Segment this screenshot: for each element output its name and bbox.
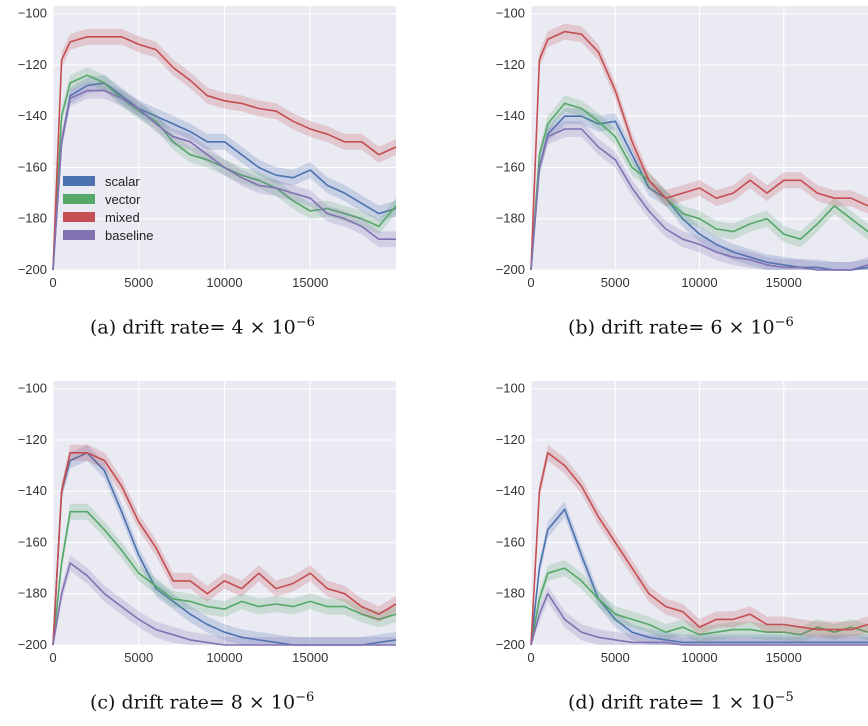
caption-a: (a) drift rate= 4 × 10−6 — [90, 315, 315, 338]
caption-d: (d) drift rate= 1 × 10−5 — [568, 690, 794, 713]
x-tick-label: 10000 — [681, 650, 717, 665]
x-tick-label: 0 — [527, 650, 534, 665]
series-line-mixed — [52, 36, 397, 271]
y-tick-label: −140 — [496, 108, 525, 123]
y-tick-label: −120 — [496, 432, 525, 447]
y-tick-label: −200 — [18, 637, 47, 652]
caption-b: (b) drift rate= 6 × 10−6 — [568, 315, 794, 338]
caption-b-value: 6 × 10 — [710, 316, 775, 339]
series-line-vector — [52, 74, 397, 271]
band-vector — [531, 95, 868, 271]
y-tick-label: −160 — [496, 534, 525, 549]
caption-a-exp: −6 — [295, 315, 315, 330]
caption-d-prefix: (d) drift rate= — [568, 691, 705, 714]
caption-d-value: 1 × 10 — [710, 691, 775, 714]
y-tick-label: −120 — [18, 57, 47, 72]
caption-c-prefix: (c) drift rate= — [90, 691, 225, 714]
legend-label-mixed: mixed — [105, 210, 140, 225]
band-baseline — [531, 585, 868, 645]
caption-c-value: 8 × 10 — [230, 691, 296, 714]
series-line-baseline — [530, 592, 868, 646]
y-tick-label: −120 — [496, 57, 525, 72]
chart-panel-b: −100 −120 −140 −160 −180 −200 0 5000 10000 15000 — [468, 0, 868, 290]
y-tick-label: −100 — [496, 381, 525, 396]
caption-a-value: 4 × 10 — [231, 316, 296, 339]
series-line-vector — [530, 567, 868, 646]
caption-b-prefix: (b) drift rate= — [568, 316, 705, 339]
x-tick-label: 5000 — [601, 650, 630, 665]
series-line-baseline — [530, 128, 868, 271]
x-tick-label: 10000 — [681, 275, 717, 290]
x-tick-label: 5000 — [124, 650, 153, 665]
y-tick-label: −140 — [496, 483, 525, 498]
x-tick-label: 10000 — [206, 650, 242, 665]
x-tick-label: 5000 — [601, 275, 630, 290]
y-tick-label: −180 — [496, 586, 525, 601]
x-tick-label: 5000 — [124, 275, 153, 290]
legend-label-baseline: baseline — [105, 228, 153, 243]
y-tick-label: −200 — [496, 637, 525, 652]
x-tick-label: 0 — [49, 650, 56, 665]
band-baseline — [53, 555, 396, 645]
caption-d-exp: −5 — [774, 690, 794, 705]
y-tick-label: −200 — [18, 262, 47, 277]
caption-c-exp: −6 — [295, 690, 315, 705]
chart-panel-a: −100 −120 −140 −160 −180 −200 0 5000 10000 15000 s… — [0, 0, 420, 290]
legend-label-scalar: scalar — [105, 174, 140, 189]
y-tick-label: −140 — [18, 108, 47, 123]
legend-label-vector: vector — [105, 192, 141, 207]
y-tick-label: −160 — [18, 159, 47, 174]
x-tick-label: 0 — [527, 275, 534, 290]
y-tick-label: −180 — [18, 211, 47, 226]
x-tick-label: 15000 — [766, 650, 802, 665]
series-line-scalar — [52, 82, 397, 271]
series-line-baseline — [52, 89, 396, 271]
x-tick-label: 15000 — [292, 275, 328, 290]
legend-swatch-scalar — [63, 176, 95, 186]
series-line-mixed — [52, 452, 397, 646]
chart-panel-d: −100 −120 −140 −160 −180 −200 0 5000 10000 15000 — [468, 375, 868, 665]
x-tick-label: 15000 — [766, 275, 802, 290]
x-tick-label: 0 — [49, 275, 56, 290]
y-tick-label: −100 — [496, 6, 525, 21]
x-tick-label: 10000 — [206, 275, 242, 290]
legend-swatch-baseline — [63, 230, 95, 240]
series-line-vector — [530, 102, 868, 271]
band-baseline — [531, 121, 868, 270]
y-tick-label: −180 — [18, 586, 47, 601]
y-tick-label: −180 — [496, 211, 525, 226]
band-vector — [53, 503, 396, 645]
y-tick-label: −140 — [18, 483, 47, 498]
caption-b-exp: −6 — [774, 315, 794, 330]
legend-swatch-mixed — [63, 212, 95, 222]
series-line-vector — [52, 510, 397, 646]
caption-c: (c) drift rate= 8 × 10−6 — [90, 690, 314, 713]
y-tick-label: −200 — [496, 262, 525, 277]
series-line-mixed — [530, 30, 868, 271]
band-vector — [53, 67, 396, 270]
y-tick-label: −160 — [496, 159, 525, 174]
caption-a-prefix: (a) drift rate= — [90, 316, 226, 339]
legend-swatch-vector — [63, 194, 95, 204]
y-tick-label: −100 — [18, 381, 47, 396]
y-tick-label: −120 — [18, 432, 47, 447]
chart-panel-c: −100 −120 −140 −160 −180 −200 0 5000 10000 15000 — [0, 375, 420, 665]
series-line-mixed — [530, 452, 868, 646]
band-scalar — [531, 501, 868, 645]
series-line-scalar — [530, 508, 868, 646]
band-scalar — [531, 108, 868, 270]
y-tick-label: −160 — [18, 534, 47, 549]
series-line-scalar — [530, 115, 868, 271]
series-line-baseline — [52, 562, 396, 646]
x-tick-label: 15000 — [292, 650, 328, 665]
y-tick-label: −100 — [18, 6, 47, 21]
band-mixed — [531, 23, 868, 270]
